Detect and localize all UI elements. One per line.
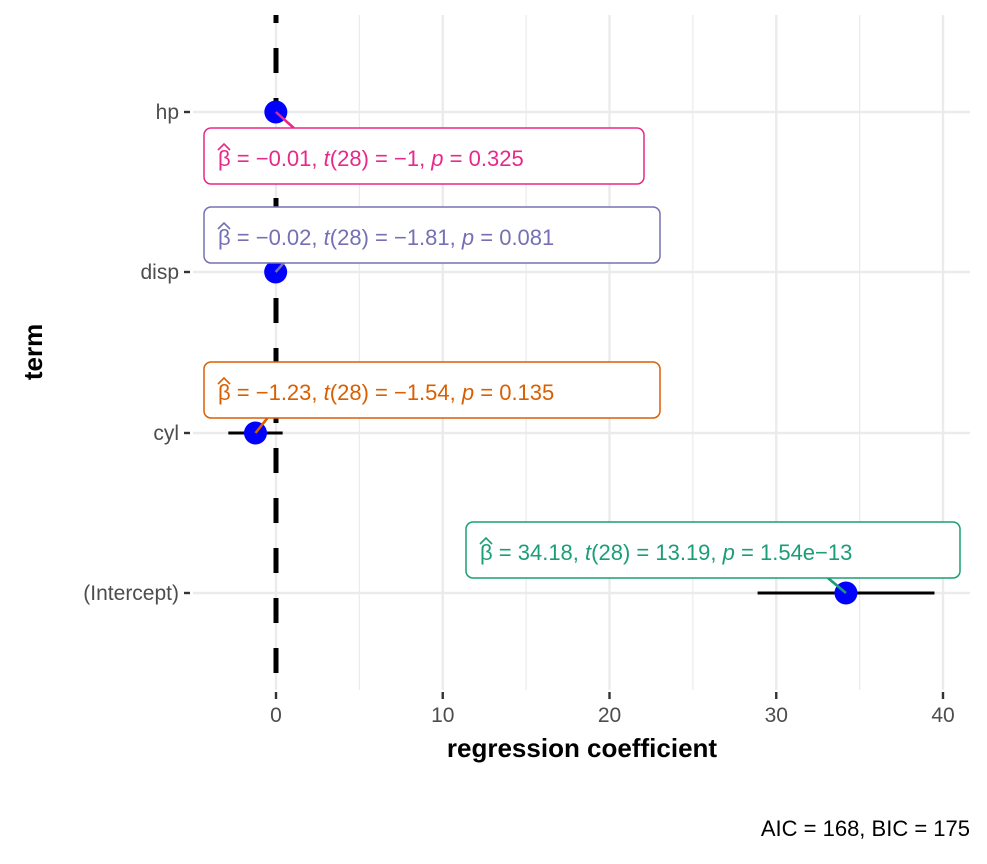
label-fragment: , (450, 225, 462, 250)
label-fragment: = (231, 225, 256, 250)
stat-label-intercept: β = 34.18, t(28) = 13.19, p = 1.54e−13 (465, 521, 961, 579)
beta-value: 34.18 (518, 540, 573, 565)
label-fragment: = (369, 380, 394, 405)
stat-label-box (203, 206, 661, 264)
x-tick-label: 0 (270, 704, 282, 727)
stat-label-box (203, 361, 661, 419)
x-tick-label: 10 (431, 704, 454, 727)
y-tick-label: (Intercept) (83, 582, 179, 605)
p-value: 0.081 (499, 225, 554, 250)
label-fragment: p (430, 146, 443, 171)
beta-value: −1.23 (256, 380, 312, 405)
p-value: 0.135 (499, 380, 554, 405)
label-fragment: t (324, 380, 331, 405)
stat-label-text: β = −0.02, t(28) = −1.81, p = 0.081 (218, 225, 554, 250)
stat-label-disp: β = −0.02, t(28) = −1.81, p = 0.081 (203, 206, 661, 264)
label-leader-line (827, 577, 847, 594)
y-tick-label: disp (140, 261, 179, 284)
label-fragment: , (573, 540, 585, 565)
x-axis-title: regression coefficient (447, 733, 718, 763)
label-fragment: = (369, 146, 394, 171)
beta-symbol: β (218, 380, 231, 405)
axis-layer: hp disp cyl (Intercept) 0 10 20 30 40 (83, 101, 954, 727)
label-leader-line (254, 417, 269, 434)
label-fragment: p (461, 225, 474, 250)
t-value: −1.54 (394, 380, 450, 405)
beta-symbol: β (218, 225, 231, 250)
label-leader-line (275, 111, 295, 129)
hat-accent (217, 142, 231, 151)
df-value: (28) (330, 225, 369, 250)
label-fragment: = (474, 380, 499, 405)
df-value: (28) (330, 380, 369, 405)
beta-value: −0.01 (256, 146, 312, 171)
stat-label-text: β = 34.18, t(28) = 13.19, p = 1.54e−13 (480, 540, 852, 565)
label-fragment: p (722, 540, 735, 565)
label-fragment: = (474, 225, 499, 250)
label-fragment: = (444, 146, 469, 171)
beta-value: −0.02 (256, 225, 312, 250)
stat-label-box (465, 521, 961, 579)
t-value: 13.19 (655, 540, 710, 565)
label-fragment: t (324, 225, 331, 250)
label-fragment: = (231, 146, 256, 171)
x-tick-label: 40 (931, 704, 954, 727)
df-value: (28) (591, 540, 630, 565)
t-value: −1 (394, 146, 419, 171)
beta-symbol: β (218, 146, 231, 171)
stat-label-text: β = −1.23, t(28) = −1.54, p = 0.135 (218, 380, 554, 405)
stat-label-text: β = −0.01, t(28) = −1, p = 0.325 (218, 146, 524, 171)
label-fragment: p (461, 380, 474, 405)
label-fragment: = (735, 540, 760, 565)
y-tick-label: cyl (153, 422, 179, 445)
beta-symbol: β (480, 540, 493, 565)
x-tick-label: 20 (598, 704, 621, 727)
p-value: 1.54e−13 (760, 540, 852, 565)
y-tick-label: hp (156, 101, 179, 124)
p-value: 0.325 (469, 146, 524, 171)
label-fragment: , (311, 225, 323, 250)
stat-label-cyl: β = −1.23, t(28) = −1.54, p = 0.135 (203, 361, 661, 419)
label-fragment: = (493, 540, 518, 565)
caption-model-fit: AIC = 168, BIC = 175 (761, 816, 970, 841)
label-fragment: , (419, 146, 431, 171)
label-fragment: = (231, 380, 256, 405)
label-fragment: , (710, 540, 722, 565)
x-tick-label: 30 (765, 704, 788, 727)
label-fragment: , (311, 380, 323, 405)
hat-accent (217, 376, 231, 385)
y-axis-title: term (18, 324, 48, 380)
label-leader-line (274, 262, 285, 273)
stat-label-box (203, 127, 645, 185)
t-value: −1.81 (394, 225, 450, 250)
label-fragment: t (585, 540, 592, 565)
hat-accent (217, 221, 231, 230)
label-fragment: , (311, 146, 323, 171)
stat-label-hp: β = −0.01, t(28) = −1, p = 0.325 (203, 127, 645, 185)
label-fragment: , (450, 380, 462, 405)
label-fragment: = (630, 540, 655, 565)
point-layer (243, 100, 858, 605)
df-value: (28) (330, 146, 369, 171)
hat-accent (479, 536, 493, 545)
label-fragment: t (324, 146, 331, 171)
label-fragment: = (369, 225, 394, 250)
